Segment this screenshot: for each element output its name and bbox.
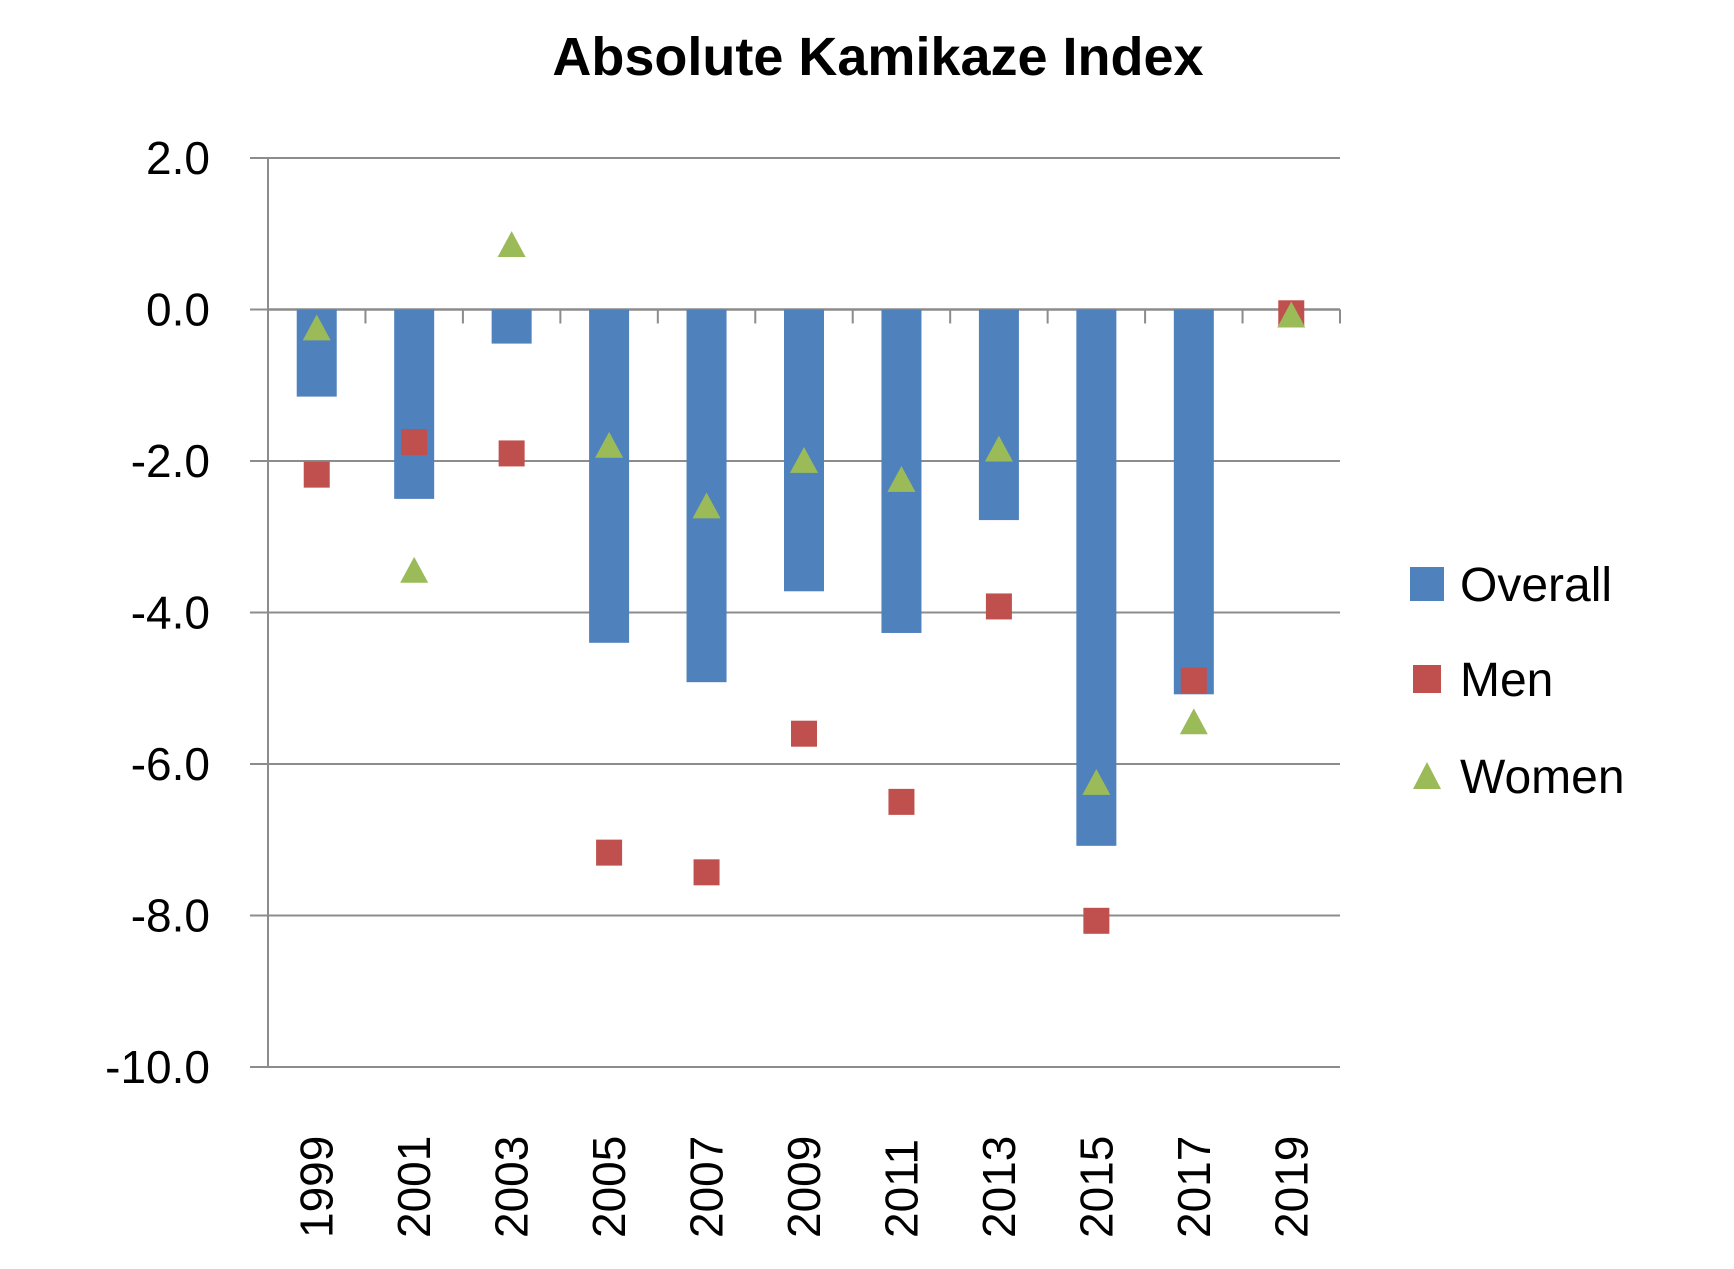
marker-men (985, 593, 1012, 620)
legend-overall-swatch (1410, 567, 1444, 601)
x-tick-label: 2001 (388, 1136, 440, 1238)
marker-women (887, 465, 916, 492)
chart-title: Absolute Kamikaze Index (552, 27, 1203, 87)
women-markers (302, 231, 1306, 795)
marker-women (400, 556, 429, 583)
legend: Overall Men Women (1410, 559, 1625, 804)
marker-women (1179, 708, 1208, 735)
overall-bars (296, 309, 1214, 846)
marker-women (790, 447, 818, 473)
x-tick-label: 1999 (291, 1136, 343, 1238)
y-tick-label: 0.0 (146, 284, 210, 336)
x-tick-labels: 1999 2001 2003 2005 2007 2009 2011 2013 2015 2017… (291, 1136, 1318, 1238)
bar-overall (978, 309, 1019, 521)
marker-men (303, 461, 330, 488)
x-tick-label: 2005 (583, 1136, 635, 1238)
bar-overall (394, 309, 435, 499)
x-tick-label: 2007 (681, 1136, 733, 1238)
x-tick-label: 2015 (1070, 1136, 1122, 1238)
x-tick-label: 2019 (1265, 1136, 1317, 1238)
marker-women (595, 431, 624, 458)
y-tick-label: -6.0 (131, 738, 210, 790)
y-tick-labels: 2.0 0.0 -2.0 -4.0 -6.0 -8.0 -10.0 (105, 132, 210, 1093)
x-tick-label: 2003 (486, 1136, 538, 1238)
marker-men (1083, 907, 1110, 934)
y-tick-label: -4.0 (131, 587, 210, 639)
y-tick-label: -2.0 (131, 435, 210, 487)
marker-women (984, 435, 1013, 462)
x-tick-label: 2009 (778, 1136, 830, 1238)
marker-men (1180, 667, 1207, 694)
marker-men (693, 859, 720, 886)
bar-overall (1076, 309, 1117, 846)
marker-men (498, 440, 525, 467)
y-tick-label: -10.0 (105, 1041, 210, 1093)
marker-women (302, 314, 331, 341)
bar-overall (1173, 309, 1214, 695)
y-tick-label: -8.0 (131, 890, 210, 942)
x-tick-label: 2013 (973, 1136, 1025, 1238)
marker-women (692, 492, 721, 519)
marker-women (497, 231, 526, 258)
men-markers (303, 300, 1305, 934)
marker-men (596, 839, 623, 866)
marker-men (888, 788, 915, 815)
legend-label: Overall (1460, 559, 1612, 612)
marker-women (1277, 301, 1306, 328)
marker-men (791, 720, 817, 747)
marker-women (1082, 768, 1111, 795)
y-tick-label: 2.0 (146, 132, 210, 184)
legend-women-swatch (1413, 762, 1441, 789)
bar-overall (491, 309, 532, 344)
bar-overall (589, 309, 630, 643)
legend-label: Men (1460, 654, 1553, 707)
x-tick-label: 2011 (875, 1139, 927, 1238)
x-tick-label: 2017 (1168, 1136, 1220, 1238)
marker-men (401, 429, 428, 456)
legend-men-swatch (1413, 665, 1441, 693)
legend-label: Women (1460, 751, 1625, 804)
